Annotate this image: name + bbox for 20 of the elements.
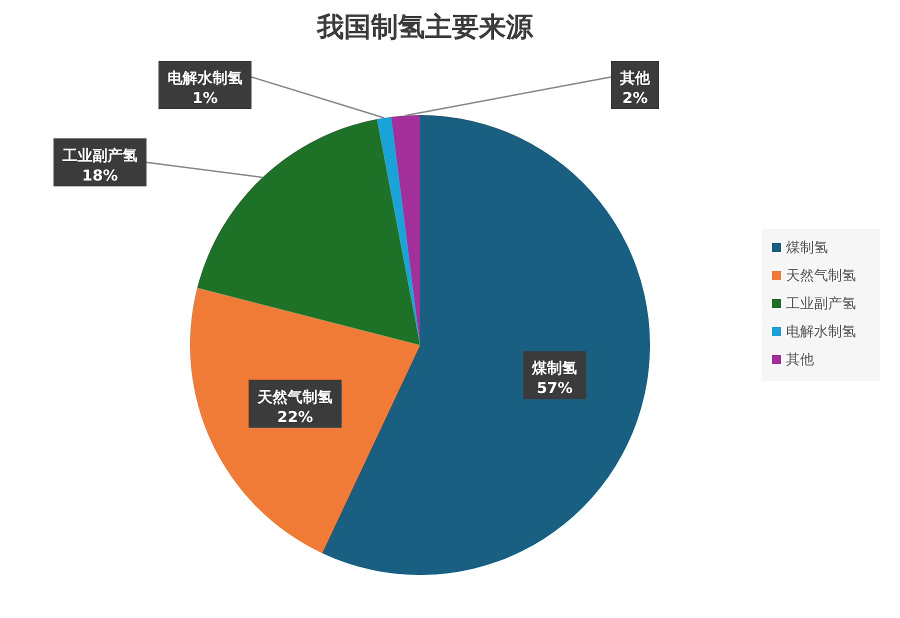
legend-label: 工业副产氢	[786, 296, 856, 312]
data-label: 1%	[192, 89, 218, 107]
chart-title: 我国制氢主要来源	[316, 12, 534, 43]
data-label: 22%	[277, 408, 314, 426]
data-label: 2%	[622, 89, 648, 107]
pie-slice	[197, 119, 420, 345]
legend-label: 煤制氢	[786, 240, 828, 256]
legend-label: 电解水制氢	[786, 324, 856, 340]
slice-label: 电解水制氢	[168, 69, 242, 87]
slice-label: 工业副产氢	[62, 146, 138, 164]
slice-label: 天然气制氢	[256, 388, 333, 406]
pie-slice	[376, 116, 420, 345]
legend-label: 其他	[786, 352, 814, 368]
data-label: 18%	[82, 166, 118, 184]
data-label: 57%	[536, 379, 573, 398]
pie-slice	[190, 288, 420, 554]
slice-label: 其他	[619, 69, 651, 87]
slice-label: 煤制氢	[531, 359, 578, 378]
legend-label: 天然气制氢	[786, 268, 856, 284]
pie-slice	[391, 115, 420, 345]
